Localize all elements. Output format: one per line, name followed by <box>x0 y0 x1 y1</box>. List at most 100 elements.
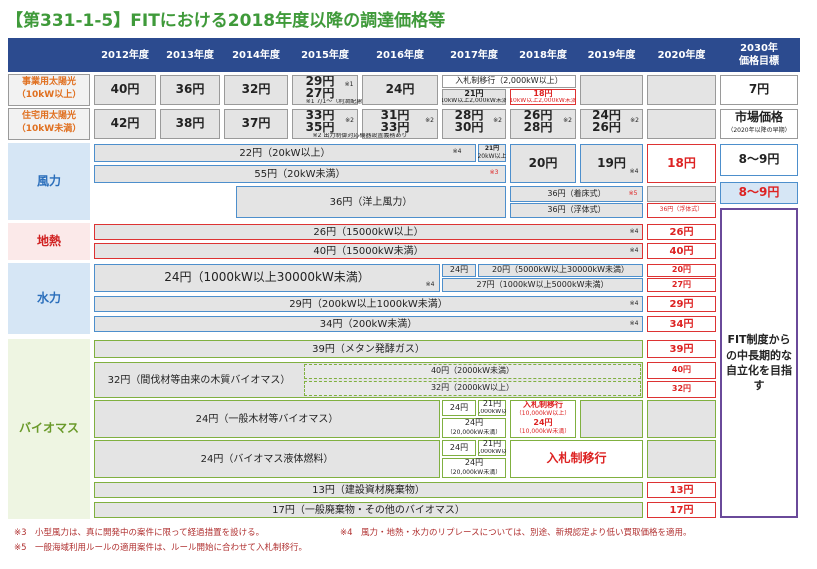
cell-box <box>292 109 358 139</box>
cell-text: 32円 <box>224 75 288 105</box>
year-header: 2013年度 <box>158 38 222 72</box>
cell-text: ※2 出力制御対応機器設置義務あり <box>312 133 408 140</box>
cell-box <box>478 144 506 162</box>
cell-text: ※2 <box>493 116 502 124</box>
cell-box <box>647 186 716 202</box>
cell-text: 24円 <box>449 402 469 412</box>
cell-text: 24円 <box>449 442 469 452</box>
cell-text: 29円 <box>647 296 716 312</box>
cell-text: ※2 <box>563 116 572 124</box>
cell-box <box>647 109 716 139</box>
cell-text: 17円 <box>647 502 716 518</box>
cell-text: 40円（2000kW未満） <box>304 364 641 379</box>
row-label: 水力 <box>8 263 90 334</box>
cell-box <box>647 440 716 478</box>
cell-text: 20円 <box>510 144 576 183</box>
cell-text: 39円（メタン発酵ガス） <box>94 340 643 358</box>
cell-text: （20,000kW未満） <box>446 469 502 476</box>
cell-text: 26円 <box>647 224 716 240</box>
cell-text: 24円 <box>442 264 476 277</box>
cell-text: ※2 <box>345 116 354 124</box>
cell-box <box>580 109 643 139</box>
cell-box <box>442 400 476 416</box>
cell-box <box>647 400 716 438</box>
row-label: 風力 <box>8 143 90 220</box>
cell-text: （10kW以上2,000kW未満） <box>442 98 506 105</box>
cell-text: 27円 <box>647 278 716 292</box>
cell-text: 7円 <box>720 75 798 105</box>
cell-text: 34円 <box>647 316 716 332</box>
year-header: 2019年度 <box>578 38 645 72</box>
cell-text: 24円 <box>592 110 621 122</box>
cell-text: 28円 <box>454 110 484 122</box>
cell-text: （20,000kW未満） <box>446 429 502 436</box>
cell-text: 入札制移行 <box>510 440 643 478</box>
cell-text: 22円（20kW以上） <box>94 144 476 162</box>
year-header: 2018年度 <box>508 38 578 72</box>
row-label: 住宅用太陽光 <box>21 111 76 122</box>
cell-text: （10,000kW以上） <box>515 410 571 417</box>
cell-text: 33円 <box>305 110 335 122</box>
cell-text: ※4 <box>629 299 639 307</box>
cell-text: ※2 <box>630 116 639 124</box>
cell-text: 18円 <box>533 89 553 98</box>
cell-text: 20円（5000kW以上30000kW未満） <box>478 264 643 277</box>
cell-text: 8～9円 <box>720 144 798 176</box>
cell-text: 36円（着床式） <box>510 186 643 202</box>
cell-text: 31円 <box>380 110 410 122</box>
cell-text: 27円（1000kW以上5000kW未満） <box>442 278 643 292</box>
cell-box <box>442 418 506 438</box>
target-header: 2030年 <box>718 42 800 55</box>
footnote: ※4 風力・地熱・水力のリプレースについては、別途、新規認定より低い買取価格を適… <box>340 527 692 538</box>
cell-text: 36円（浮体式） <box>647 203 716 218</box>
cell-box <box>442 458 506 478</box>
cell-text: （20,000kW以上） <box>478 409 506 416</box>
cell-box <box>510 400 576 438</box>
cell-text: ※4 <box>425 280 435 288</box>
cell-text: 36円（洋上風力） <box>236 186 506 218</box>
cell-text: 17円（一般廃棄物・その他のバイオマス） <box>94 502 643 518</box>
cell-text: ※4 <box>629 227 639 235</box>
row-label: 地熱 <box>8 223 90 260</box>
cell-text: （10kW以上2,000kW未満） <box>510 98 576 105</box>
page-title: 【第331-1-5】FITにおける2018年度以降の調達価格等 <box>6 11 446 31</box>
cell-text: 21円 <box>482 440 502 449</box>
cell-text: 40円 <box>647 362 716 379</box>
cell-box <box>510 109 576 139</box>
label-box <box>8 74 90 106</box>
cell-text: 21円 <box>484 144 500 152</box>
cell-text: 36円 <box>160 75 220 105</box>
cell-box <box>720 109 798 139</box>
cell-text: 20円 <box>647 264 716 277</box>
cell-text: 13円（建設資材廃棄物） <box>94 482 643 498</box>
cell-text: 34円（200kW未満） <box>94 316 643 332</box>
cell-text: 36円（浮体式） <box>510 203 643 218</box>
cell-box <box>478 400 506 416</box>
cell-text: 24円 <box>464 458 484 468</box>
cell-text: ※2 <box>425 116 434 124</box>
cell-text: 28円 <box>523 122 553 134</box>
cell-text: 26円（15000kW以上） <box>94 224 643 240</box>
cell-text: 8～9円 <box>720 182 798 204</box>
year-header: 2014年度 <box>222 38 290 72</box>
row-label: バイオマス <box>8 339 90 519</box>
cell-text: FIT制度からの中長期的な自立化を目指す <box>720 208 798 518</box>
cell-text: ※4 <box>629 167 639 175</box>
row-label: （10kW以上） <box>16 90 82 101</box>
cell-text: 32円 <box>647 381 716 398</box>
cell-text: 18円 <box>647 144 716 183</box>
cell-text: 21円 <box>464 89 484 98</box>
cell-text: 32円（間伐材等由来の木質バイオマス） <box>107 374 291 386</box>
cell-text: ※4 <box>452 147 462 155</box>
year-header: 2017年度 <box>440 38 508 72</box>
cell-text: （2020年以降の早期） <box>727 126 791 134</box>
cell-text: 24円 <box>362 75 438 105</box>
year-header: 2016年度 <box>360 38 440 72</box>
row-label: 事業用太陽光 <box>21 77 76 88</box>
cell-text: 21円 <box>482 400 502 409</box>
cell-text: 37円 <box>224 109 288 139</box>
target-header: 価格目標 <box>718 55 800 68</box>
cell-text: 27円 <box>305 88 335 100</box>
cell-text: 30円 <box>454 122 484 134</box>
